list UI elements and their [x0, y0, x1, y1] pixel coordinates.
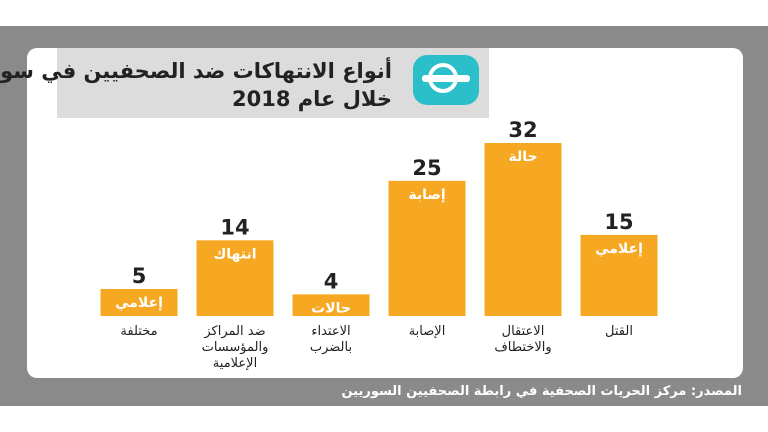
category-label: الاعتداء بالضرب — [309, 324, 353, 355]
source-note: المصدر: مركز الحريات الصحفية في رابطة ال… — [341, 384, 742, 399]
bar-value-label: 15 — [604, 210, 633, 234]
bar-unit-label: انتهاك — [213, 246, 256, 262]
bar-4 — [388, 180, 466, 316]
category-label: ضد المراكز والمؤسسات الإعلامية — [201, 324, 269, 371]
bar-unit-label: إعلامي — [115, 295, 163, 311]
bar-value-label: 14 — [220, 215, 249, 239]
bar-unit-label: حالة — [508, 149, 537, 165]
bar-value-label: 25 — [412, 156, 441, 180]
bar-unit-label: حالات — [311, 300, 351, 316]
bar-3 — [292, 294, 370, 316]
category-label: الاعتقال والاختطاف — [494, 324, 552, 355]
category-label: مختلفة — [120, 324, 158, 339]
chart-title-line-2: خلال عام 2018 — [232, 87, 392, 111]
bar-1 — [100, 288, 178, 316]
logo-bar-shape — [422, 75, 470, 82]
bar-unit-label: إعلامي — [595, 241, 643, 257]
bar-6 — [580, 234, 658, 316]
bar-unit-label: إصابة — [408, 187, 445, 203]
category-label: الإصابة — [408, 324, 446, 339]
bar-2 — [196, 240, 274, 316]
bar-value-label: 32 — [508, 118, 537, 142]
bar-5 — [484, 143, 562, 316]
press-freedom-logo-icon — [413, 55, 479, 105]
bar-value-label: 4 — [324, 269, 339, 293]
chart-title-line-1: أنواع الانتهاكات ضد الصحفيين في سوريا — [0, 59, 392, 83]
category-label: القتل — [605, 324, 633, 339]
bar-value-label: 5 — [132, 264, 147, 288]
